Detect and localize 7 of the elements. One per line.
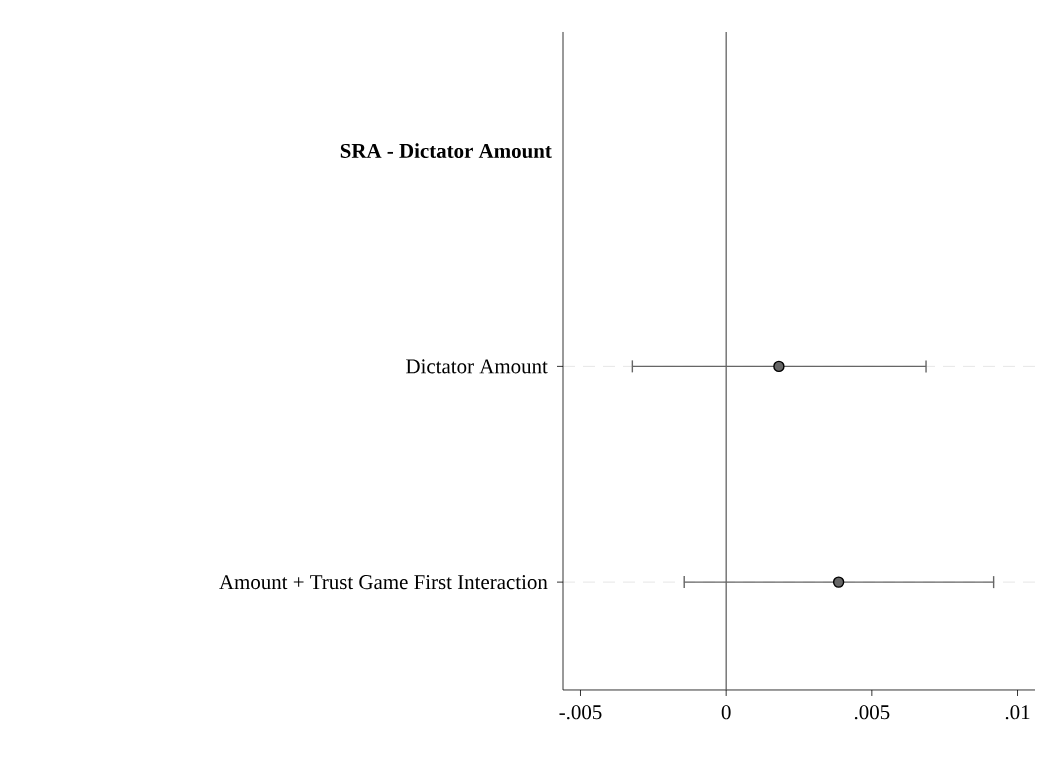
y-tick-label: SRA - Dictator Amount <box>340 143 552 159</box>
x-tick-label: -.005 <box>559 705 602 720</box>
x-tick-label: 0 <box>721 705 731 720</box>
y-tick-label: Dictator Amount <box>406 359 548 374</box>
y-tick-label: Amount + Trust Game First Interaction <box>219 575 548 590</box>
x-tick-label: .005 <box>854 705 890 720</box>
x-tick-label: .01 <box>1005 705 1030 720</box>
